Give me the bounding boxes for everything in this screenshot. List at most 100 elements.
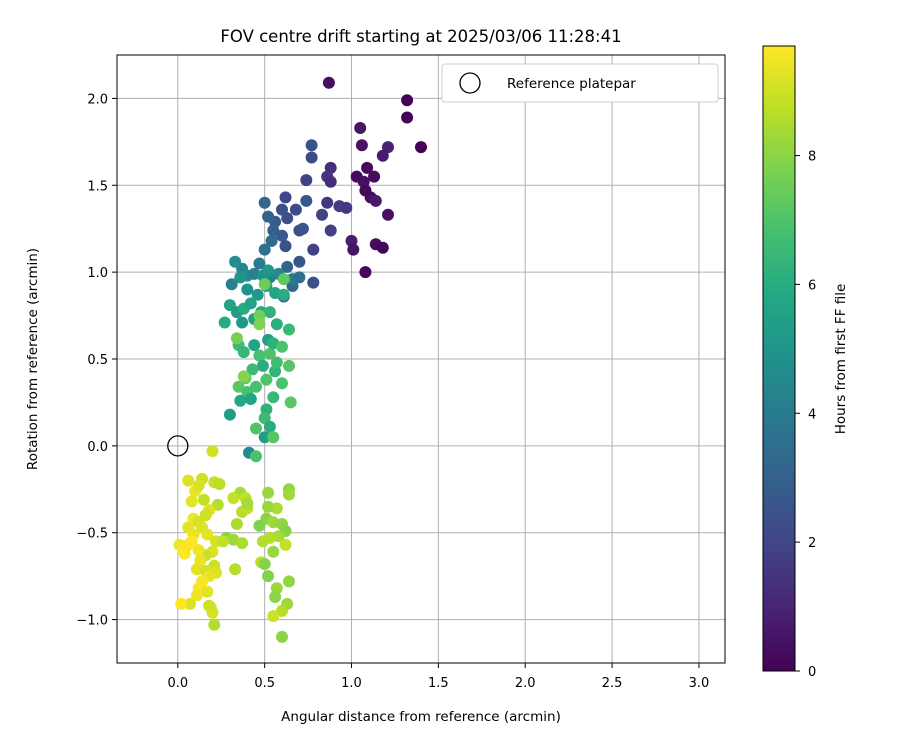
data-point <box>203 599 216 612</box>
data-point <box>258 278 271 291</box>
data-point <box>267 391 280 404</box>
data-point <box>369 194 382 207</box>
x-tick-label: 0.5 <box>254 676 275 691</box>
colorbar-label: Hours from first FF file <box>833 284 849 435</box>
colorbar-tick-label: 2 <box>808 536 816 551</box>
data-point <box>270 318 283 331</box>
data-point <box>270 356 283 369</box>
y-tick-label: 0.5 <box>87 353 108 368</box>
legend-label: Reference platepar <box>507 76 636 92</box>
data-point <box>256 359 269 372</box>
data-point <box>241 497 254 510</box>
data-point <box>192 479 205 492</box>
data-point <box>263 306 276 319</box>
data-point <box>262 210 275 223</box>
data-point <box>258 558 271 570</box>
data-point <box>276 229 288 242</box>
data-point <box>201 528 214 541</box>
data-point <box>250 422 262 435</box>
data-point <box>415 141 427 154</box>
data-point <box>267 610 280 623</box>
data-point <box>289 203 302 216</box>
data-point <box>283 323 295 336</box>
data-point <box>283 575 295 588</box>
grid <box>117 55 725 663</box>
data-point <box>223 408 236 421</box>
legend-marker <box>459 72 481 94</box>
data-point <box>232 380 245 393</box>
x-axis-label: Angular distance from reference (arcmin) <box>281 709 561 725</box>
x-tick-label: 3.0 <box>689 676 710 691</box>
reference-marker <box>167 435 189 457</box>
data-point <box>368 170 381 183</box>
data-point <box>230 332 243 345</box>
data-point <box>401 111 414 124</box>
data-point <box>208 618 221 631</box>
data-point <box>258 196 271 209</box>
y-tick-label: 1.5 <box>87 179 108 194</box>
data-point <box>305 151 318 164</box>
data-point <box>236 537 249 550</box>
data-point <box>361 161 374 174</box>
legend: Reference platepar <box>441 63 719 103</box>
data-point <box>300 174 313 187</box>
x-tick-label: 1.0 <box>341 676 362 691</box>
data-point <box>262 486 275 499</box>
y-axis-label: Rotation from reference (arcmin) <box>25 248 41 470</box>
colorbar: 0 2 4 6 8 Hours from first FF file <box>762 45 849 680</box>
data-point <box>211 498 224 511</box>
data-point <box>230 518 243 530</box>
data-point <box>267 224 280 237</box>
data-point <box>262 500 275 513</box>
data-point <box>265 234 278 247</box>
data-point <box>185 495 198 508</box>
data-point <box>277 273 290 286</box>
data-point <box>251 288 264 301</box>
data-point <box>277 288 290 301</box>
data-point <box>244 393 257 405</box>
x-tick-label: 1.5 <box>428 676 449 691</box>
data-point <box>267 545 280 558</box>
data-point <box>229 563 242 576</box>
x-tick-label: 0.0 <box>167 676 188 691</box>
data-point <box>258 412 271 425</box>
data-point <box>229 255 242 268</box>
data-point <box>263 420 276 433</box>
data-point <box>284 396 297 409</box>
data-point <box>276 340 288 353</box>
data-point <box>206 445 219 458</box>
data-point <box>276 203 288 216</box>
data-point <box>184 597 196 610</box>
data-point <box>279 191 292 204</box>
data-point <box>185 535 198 548</box>
y-tick-label: 2.0 <box>87 92 108 107</box>
data-point <box>192 544 205 557</box>
data-point <box>263 347 276 360</box>
data-point <box>262 570 275 583</box>
data-point <box>293 271 306 284</box>
data-point <box>276 377 288 390</box>
data-point <box>253 257 266 270</box>
data-point <box>250 380 262 393</box>
chart-title: FOV centre drift starting at 2025/03/06 … <box>220 27 621 46</box>
data-point <box>197 493 210 506</box>
colorbar-tick-label: 6 <box>808 278 816 293</box>
data-point <box>246 363 259 376</box>
data-point <box>234 271 247 284</box>
data-point <box>281 260 294 273</box>
data-point <box>241 283 254 296</box>
data-point <box>260 373 273 386</box>
data-point <box>324 175 337 188</box>
data-point <box>253 349 266 362</box>
data-point <box>376 241 389 254</box>
data-point <box>276 604 288 617</box>
y-tick-label: −0.5 <box>76 527 108 542</box>
data-point <box>307 276 320 289</box>
data-point <box>324 224 337 237</box>
data-point <box>269 591 282 603</box>
data-point <box>248 339 261 352</box>
data-point <box>256 535 269 548</box>
colorbar-tick-label: 0 <box>808 665 816 680</box>
colorbar-tick-label: 8 <box>808 150 816 165</box>
